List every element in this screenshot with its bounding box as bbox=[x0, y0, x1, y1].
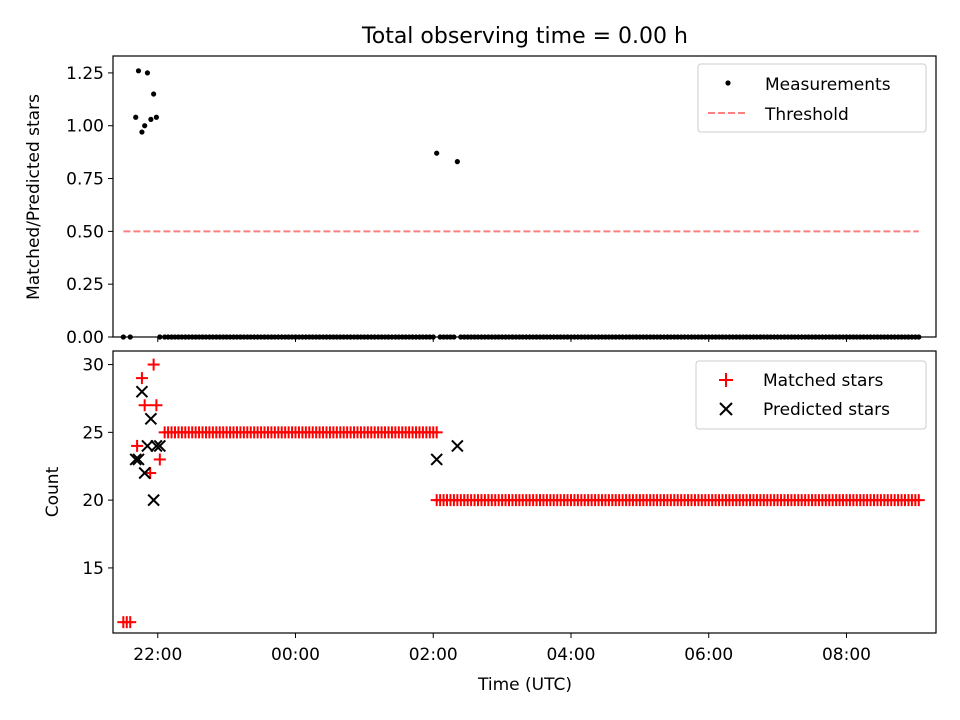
ratio-legend-box bbox=[697, 63, 927, 133]
ratio-y-ticks: 0.00 0.25 0.50 0.75 1.00 1.25 bbox=[66, 64, 113, 348]
y-tick-label: 1.00 bbox=[66, 117, 104, 137]
x-tick-label: 08:00 bbox=[822, 645, 871, 665]
ratio-x-ticks bbox=[157, 337, 847, 342]
measurement-point bbox=[139, 129, 145, 135]
measurement-point bbox=[144, 70, 151, 76]
measurement-point bbox=[454, 159, 460, 165]
measurement-point bbox=[133, 114, 139, 120]
predicted-star-point bbox=[129, 453, 142, 466]
matched-star-point bbox=[430, 426, 443, 439]
legend-measurements-marker bbox=[725, 80, 731, 86]
y-tick-label: 0.75 bbox=[66, 170, 104, 190]
count-x-ticks: 22:00 00:00 02:00 04:00 06:00 08:00 bbox=[133, 633, 871, 665]
legend-measurements-label: Measurements bbox=[765, 75, 891, 95]
predicted-star-point bbox=[451, 439, 464, 453]
legend-matched-label: Matched stars bbox=[763, 371, 883, 391]
matched-star-point bbox=[153, 453, 166, 466]
measurement-point bbox=[434, 150, 440, 156]
predicted-star-point bbox=[132, 453, 145, 466]
ratio-panel: 0.00 0.25 0.50 0.75 1.00 1.25 Matched/Predict… bbox=[24, 55, 937, 348]
y-tick-label: 15 bbox=[82, 559, 104, 579]
x-tick-label: 22:00 bbox=[133, 645, 182, 665]
x-tick-label: 02:00 bbox=[409, 645, 458, 665]
count-plot-area bbox=[117, 358, 925, 629]
predicted-star-point bbox=[430, 453, 443, 466]
predicted-star-point bbox=[141, 439, 154, 453]
legend-threshold-label: Threshold bbox=[764, 105, 849, 125]
count-y-ticks: 15 20 25 30 bbox=[82, 356, 113, 579]
y-tick-label: 30 bbox=[82, 356, 104, 376]
measurement-point bbox=[142, 123, 148, 129]
predicted-star-point bbox=[135, 385, 149, 398]
matched-star-point bbox=[124, 616, 137, 629]
count-axes-frame bbox=[112, 350, 937, 634]
ratio-axes-frame bbox=[112, 55, 937, 338]
x-tick-label: 00:00 bbox=[271, 645, 320, 665]
x-tick-label: 04:00 bbox=[546, 645, 595, 665]
y-tick-label: 0.50 bbox=[66, 222, 104, 242]
chart-title: Total observing time = 0.00 h bbox=[361, 24, 688, 49]
matched-star-point bbox=[144, 467, 157, 480]
y-tick-label: 1.25 bbox=[66, 64, 104, 84]
ratio-y-axis-label: Matched/Predicted stars bbox=[24, 94, 44, 300]
matched-star-point bbox=[150, 399, 163, 412]
matched-star-point bbox=[135, 372, 148, 385]
predicted-star-point bbox=[144, 412, 158, 425]
measurement-point bbox=[148, 116, 154, 122]
y-tick-label: 0.00 bbox=[66, 328, 104, 348]
ratio-legend: Measurements Threshold bbox=[697, 63, 927, 133]
measurement-point bbox=[135, 68, 142, 74]
count-legend-box bbox=[695, 360, 927, 430]
measurement-point bbox=[153, 114, 159, 120]
predicted-star-point bbox=[147, 493, 160, 507]
x-tick-label: 06:00 bbox=[684, 645, 733, 665]
count-y-axis-label: Count bbox=[43, 466, 63, 517]
y-tick-label: 25 bbox=[82, 423, 104, 443]
predicted-star-point bbox=[150, 439, 163, 453]
matched-star-point bbox=[138, 399, 151, 412]
legend-predicted-label: Predicted stars bbox=[763, 400, 890, 420]
legend-predicted-marker bbox=[719, 402, 733, 416]
x-axis-label: Time (UTC) bbox=[477, 675, 572, 695]
predicted-star-point bbox=[153, 439, 167, 453]
y-tick-label: 20 bbox=[82, 491, 104, 511]
legend-matched-marker bbox=[719, 373, 733, 387]
predicted-star-point bbox=[138, 466, 151, 480]
measurement-point bbox=[151, 91, 157, 97]
matched-star-point bbox=[912, 494, 925, 507]
matched-star-point bbox=[147, 358, 160, 371]
y-tick-label: 0.25 bbox=[66, 275, 104, 295]
matched-star-point bbox=[131, 439, 144, 452]
count-legend: Matched stars Predicted stars bbox=[695, 360, 927, 430]
